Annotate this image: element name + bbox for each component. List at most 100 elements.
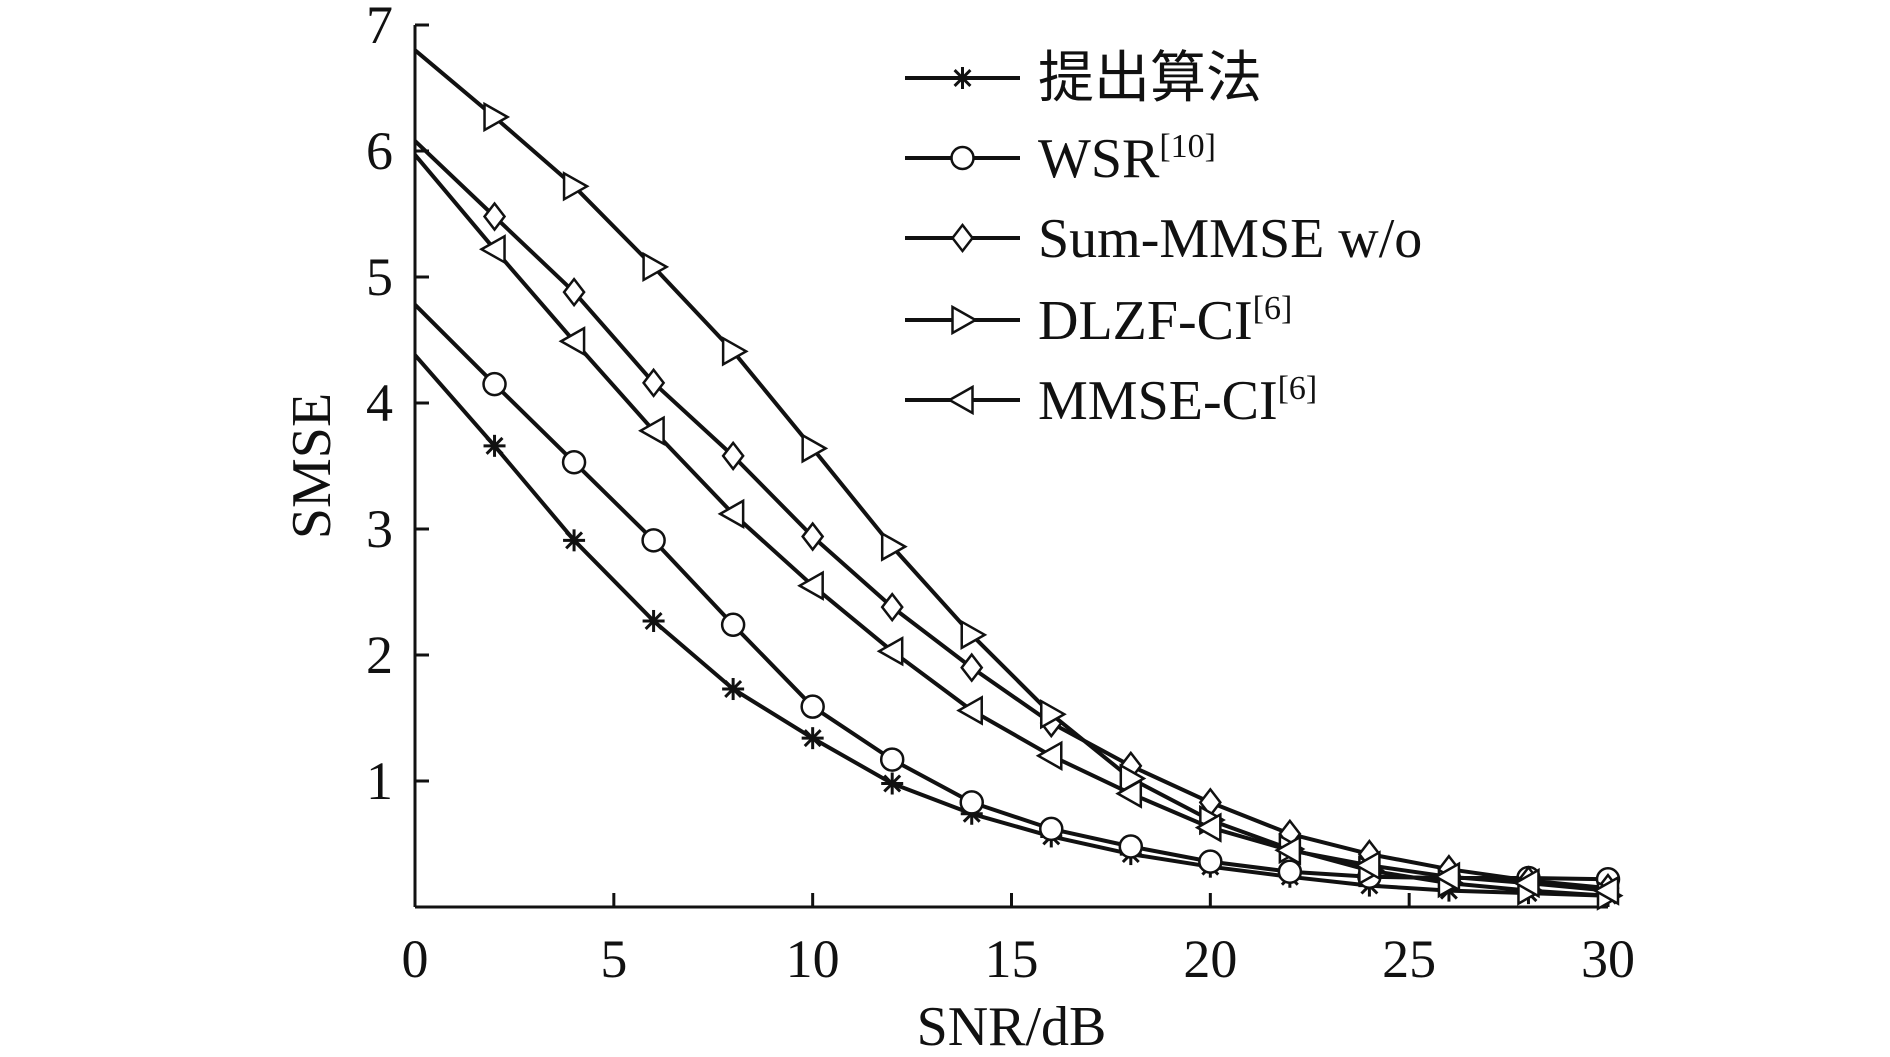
- legend-series-name: DLZF-CI: [1038, 290, 1253, 352]
- data-point: [1039, 816, 1064, 842]
- series-line: [413, 353, 1609, 898]
- y-tick-label: 3: [366, 499, 393, 559]
- data-point: [642, 367, 666, 398]
- data-point: [880, 592, 904, 623]
- data-point: [960, 652, 984, 683]
- series-5: [413, 153, 1620, 906]
- legend-marker: [951, 304, 979, 336]
- legend-item: WSR[10]: [905, 128, 1216, 190]
- legend-item: DLZF-CI[6]: [905, 290, 1292, 352]
- legend-label: WSR[10]: [1038, 128, 1216, 190]
- legend-label: 提出算法: [1038, 48, 1262, 110]
- y-tick-label: 2: [366, 625, 393, 685]
- legend-marker: [950, 145, 975, 171]
- data-point: [478, 234, 506, 265]
- legend-series-name: 提出算法: [1038, 48, 1262, 110]
- data-point: [1040, 699, 1067, 730]
- data-point: [1433, 861, 1461, 892]
- data-point: [721, 440, 745, 471]
- y-tick-label: 4: [366, 373, 393, 433]
- legend-series-name: WSR: [1038, 128, 1160, 190]
- legend-label: Sum-MMSE w/o: [1038, 208, 1422, 270]
- data-point: [956, 695, 983, 726]
- x-tick-label: 25: [1382, 929, 1436, 989]
- data-point: [561, 449, 587, 475]
- legend-item: 提出算法: [905, 48, 1262, 110]
- data-point: [1353, 850, 1381, 881]
- x-tick-label: 0: [402, 929, 429, 989]
- data-point: [801, 433, 829, 464]
- data-point: [721, 336, 749, 367]
- series-layer: [413, 48, 1624, 911]
- legend-reference: [6]: [1278, 370, 1318, 407]
- data-point: [1512, 867, 1540, 899]
- series-4: [413, 48, 1624, 911]
- data-point: [1274, 835, 1302, 866]
- series-2: [413, 303, 1621, 892]
- data-point: [562, 277, 586, 308]
- legend-reference: [10]: [1159, 128, 1216, 165]
- series-line: [413, 139, 1609, 891]
- legend-series-name: MMSE-CI: [1038, 370, 1278, 432]
- data-point: [960, 619, 988, 650]
- series-line: [413, 153, 1609, 893]
- x-tick-label: 15: [985, 929, 1039, 989]
- data-point: [483, 434, 506, 457]
- data-point: [881, 772, 904, 795]
- series-line: [413, 48, 1609, 898]
- legend-reference: [6]: [1253, 290, 1293, 327]
- legend-marker: [946, 384, 974, 416]
- data-point: [801, 727, 824, 750]
- data-point: [717, 498, 745, 530]
- x-tick-label: 5: [600, 929, 627, 989]
- x-axis-title: SNR/dB: [917, 996, 1107, 1057]
- x-tick-label: 20: [1183, 929, 1237, 989]
- legend-marker: [951, 67, 974, 89]
- data-point: [483, 101, 511, 133]
- data-point: [1198, 849, 1223, 874]
- data-point: [482, 371, 507, 397]
- axes: 0 5 10 15 20 25 30 1 2 3 4 5 6 7: [366, 0, 1635, 989]
- data-point: [797, 570, 824, 601]
- legend-series-name: Sum-MMSE w/o: [1038, 208, 1422, 270]
- legend-label: MMSE-CI[6]: [1038, 370, 1317, 432]
- data-point: [641, 528, 666, 553]
- data-point: [880, 531, 908, 562]
- data-point: [876, 636, 904, 667]
- data-point: [1115, 778, 1143, 809]
- y-tick-label: 5: [366, 247, 393, 307]
- series-line: [413, 303, 1609, 882]
- data-point: [563, 529, 586, 552]
- series-3: [413, 139, 1620, 904]
- legend-item: MMSE-CI[6]: [905, 370, 1317, 432]
- data-point: [801, 521, 825, 552]
- legend-item: Sum-MMSE w/o: [905, 208, 1422, 270]
- legend-label: DLZF-CI[6]: [1038, 290, 1292, 352]
- y-tick-label: 6: [366, 121, 393, 181]
- x-tick-label: 10: [786, 929, 840, 989]
- series-1: [413, 353, 1619, 907]
- data-point: [879, 747, 905, 772]
- y-tick-label: 1: [366, 751, 393, 811]
- data-point: [1194, 812, 1222, 843]
- data-point: [1118, 834, 1144, 859]
- data-point: [1277, 859, 1303, 884]
- data-point: [638, 415, 665, 446]
- data-point: [959, 790, 984, 815]
- y-axis-title: SMSE: [281, 393, 343, 539]
- data-point: [558, 326, 586, 357]
- y-tick-label: 7: [366, 0, 393, 55]
- data-point: [1592, 875, 1620, 906]
- data-point: [722, 678, 745, 701]
- x-tick-label: 30: [1581, 929, 1635, 989]
- data-point: [642, 609, 665, 632]
- data-point: [720, 612, 746, 638]
- data-point: [482, 201, 507, 232]
- data-point: [1035, 740, 1063, 771]
- data-point: [642, 251, 670, 283]
- data-point: [800, 694, 825, 719]
- legend-marker: [950, 222, 975, 254]
- data-point: [562, 171, 590, 202]
